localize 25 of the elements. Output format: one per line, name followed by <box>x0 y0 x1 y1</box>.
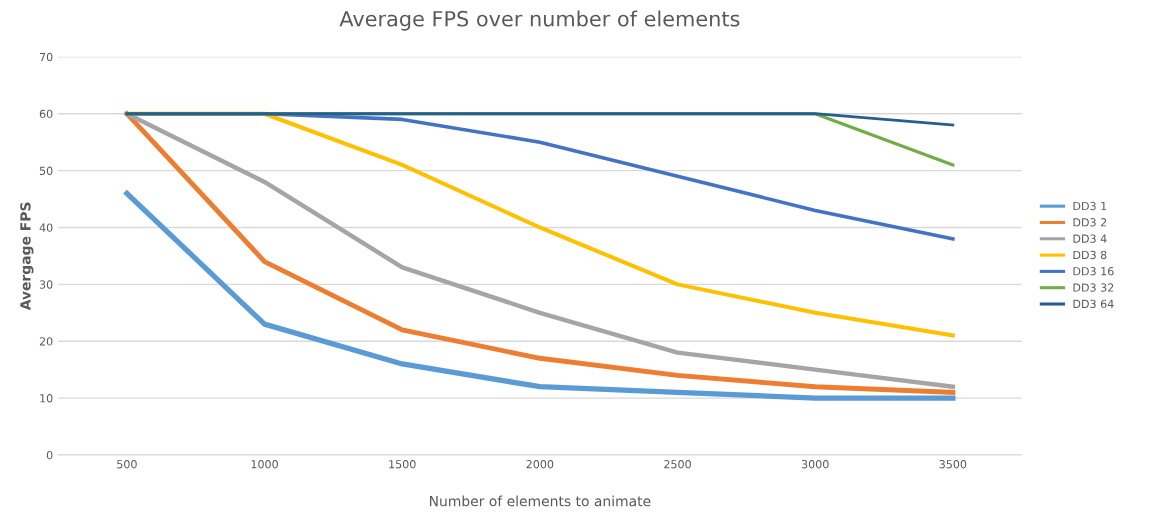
x-tick-label: 1500 <box>389 460 416 469</box>
y-tick-label: 20 <box>39 337 53 346</box>
x-tick-label: 3000 <box>801 460 829 469</box>
legend-label: DD3 2 <box>1073 218 1107 227</box>
x-tick-label: 1000 <box>251 460 278 469</box>
x-tick-label: 500 <box>117 460 137 469</box>
x-tick-label: 2000 <box>526 460 554 469</box>
chart-title: Average FPS over number of elements <box>339 10 740 31</box>
y-tick-label: 30 <box>39 280 53 289</box>
legend-label: DD3 32 <box>1073 283 1114 292</box>
legend-label: DD3 8 <box>1073 250 1107 260</box>
y-axis-title: Avergage FPS <box>20 202 34 311</box>
y-tick-label: 0 <box>46 450 53 460</box>
y-tick-label: 40 <box>39 223 53 232</box>
legend-label: DD3 4 <box>1073 234 1107 243</box>
legend-label: DD3 16 <box>1073 267 1114 276</box>
x-tick-label: 2500 <box>664 460 691 469</box>
legend-label: DD3 1 <box>1073 201 1107 211</box>
x-tick-label: 3500 <box>939 460 967 469</box>
y-tick-label: 70 <box>39 52 53 62</box>
x-axis-title: Number of elements to animate <box>429 495 651 507</box>
legend-label: DD3 64 <box>1073 299 1114 309</box>
y-tick-label: 50 <box>39 166 53 175</box>
y-tick-label: 10 <box>40 394 53 403</box>
y-tick-label: 60 <box>39 109 53 119</box>
